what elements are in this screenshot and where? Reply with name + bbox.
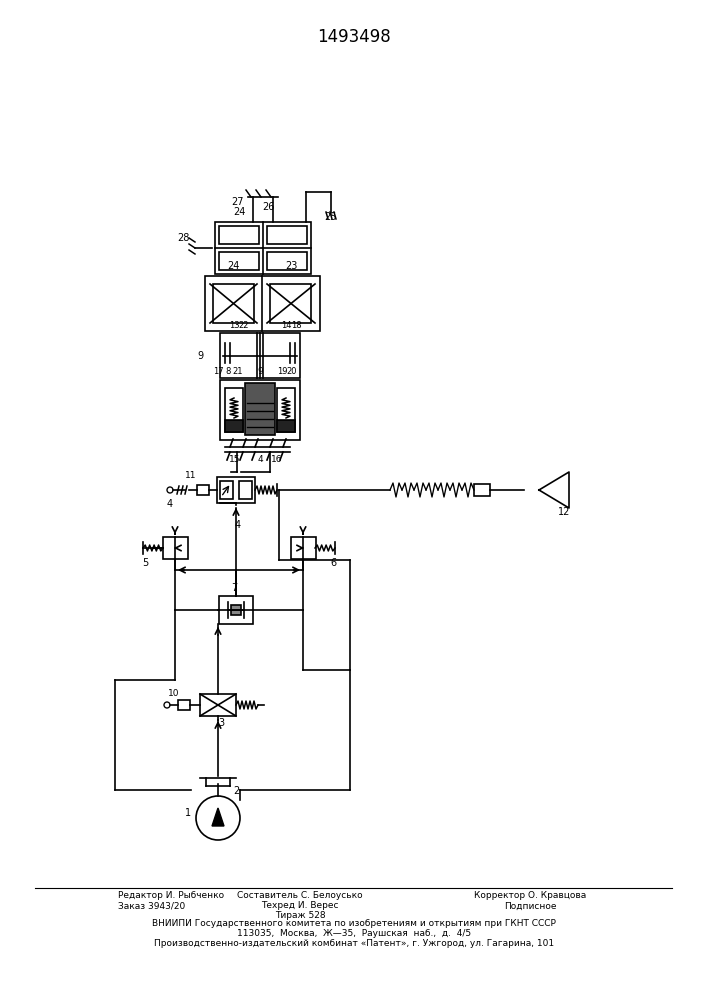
Text: 21: 21 <box>233 367 243 376</box>
Bar <box>200 694 236 716</box>
Text: 1493498: 1493498 <box>317 28 391 46</box>
Bar <box>163 537 188 559</box>
Text: 14: 14 <box>281 320 291 330</box>
Text: 26: 26 <box>262 202 274 212</box>
Text: 16: 16 <box>271 456 283 464</box>
Bar <box>225 420 243 432</box>
Text: 2: 2 <box>233 786 239 796</box>
Text: 15: 15 <box>229 456 241 464</box>
Bar <box>239 481 252 499</box>
Text: 17: 17 <box>213 367 223 376</box>
Text: 1: 1 <box>185 808 191 818</box>
Text: 24: 24 <box>233 207 245 217</box>
Bar <box>205 276 320 331</box>
Text: 11: 11 <box>185 472 197 481</box>
Text: Заказ 3943/20: Заказ 3943/20 <box>118 902 185 910</box>
Text: 4: 4 <box>257 456 263 464</box>
Text: 12: 12 <box>558 507 570 517</box>
Text: 8: 8 <box>226 367 230 376</box>
Text: 18: 18 <box>291 320 301 330</box>
Bar <box>178 700 190 710</box>
Bar <box>231 605 241 615</box>
Bar <box>220 333 300 378</box>
Text: 19: 19 <box>276 367 287 376</box>
Bar <box>217 477 255 503</box>
Bar <box>225 388 243 432</box>
Polygon shape <box>212 808 224 826</box>
Text: Подписное: Подписное <box>504 902 556 910</box>
Bar <box>270 284 311 323</box>
Text: ВНИИПИ Государственного комитета по изобретениям и открытиям при ГКНТ СССР: ВНИИПИ Государственного комитета по изоб… <box>152 918 556 928</box>
Bar <box>474 484 490 496</box>
Bar <box>245 383 275 435</box>
Text: 5: 5 <box>142 558 148 568</box>
Text: Техред И. Верес: Техред И. Верес <box>262 902 339 910</box>
Bar <box>220 380 300 440</box>
Text: 6: 6 <box>330 558 336 568</box>
Bar <box>219 252 259 270</box>
Bar <box>267 252 307 270</box>
Text: 9: 9 <box>197 351 203 361</box>
Bar <box>277 420 295 432</box>
Bar <box>219 596 253 624</box>
Text: Тираж 528: Тираж 528 <box>275 912 325 920</box>
Text: Составитель С. Белоусько: Составитель С. Белоусько <box>237 892 363 900</box>
Bar <box>215 222 311 274</box>
Text: 7: 7 <box>231 583 237 593</box>
Text: 25: 25 <box>325 212 337 222</box>
Text: 3: 3 <box>218 718 224 728</box>
Text: 4: 4 <box>235 520 241 530</box>
Text: Редактор И. Рыбченко: Редактор И. Рыбченко <box>118 892 224 900</box>
Text: 28: 28 <box>177 233 189 243</box>
Text: 4: 4 <box>167 499 173 509</box>
Bar <box>220 481 233 499</box>
Text: 9: 9 <box>257 367 263 376</box>
Text: 20: 20 <box>287 367 297 376</box>
Bar <box>197 485 209 495</box>
Text: 10: 10 <box>168 688 180 698</box>
Bar <box>219 226 259 244</box>
Bar <box>213 284 254 323</box>
Text: 27: 27 <box>232 197 244 207</box>
Text: 23: 23 <box>285 261 297 271</box>
Bar <box>277 388 295 432</box>
Text: 113035,  Москва,  Ж—35,  Раушская  наб.,  д.  4/5: 113035, Москва, Ж—35, Раушская наб., д. … <box>237 928 471 938</box>
Bar <box>291 537 316 559</box>
Text: 22: 22 <box>239 320 250 330</box>
Bar <box>267 226 307 244</box>
Text: Корректор О. Кравцова: Корректор О. Кравцова <box>474 892 586 900</box>
Text: 13: 13 <box>228 320 239 330</box>
Text: 24: 24 <box>227 261 239 271</box>
Text: Производственно-издательский комбинат «Патент», г. Ужгород, ул. Гагарина, 101: Производственно-издательский комбинат «П… <box>154 938 554 948</box>
